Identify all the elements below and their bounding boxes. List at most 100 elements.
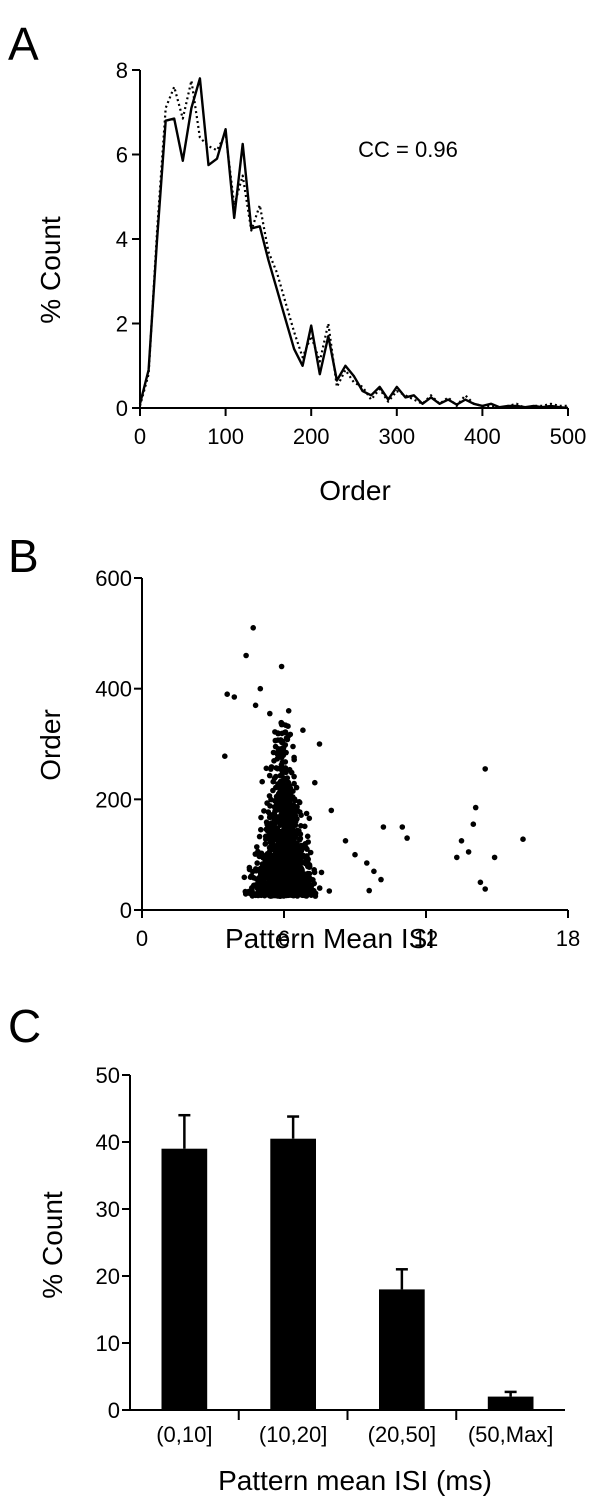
panel-b-point — [313, 893, 319, 899]
panel-b-point — [261, 879, 267, 885]
panel-a-x-tick-label: 400 — [464, 424, 501, 449]
panel-b-point — [304, 811, 310, 817]
panel-b-point — [258, 686, 264, 692]
panel-label-a: A — [8, 18, 39, 70]
panel-a-x-tick-label: 0 — [134, 424, 146, 449]
panel-b-point — [291, 755, 297, 761]
panel-b-point — [272, 776, 278, 782]
panel-c-y-tick-label: 10 — [96, 1331, 120, 1356]
panel-b-point — [273, 875, 279, 881]
panel-c-y-tick-label: 20 — [96, 1264, 120, 1289]
panel-c-bar — [162, 1149, 208, 1410]
panel-c-y-tick-label: 0 — [108, 1398, 120, 1423]
panel-b-point — [267, 773, 273, 779]
panel-b-point — [279, 731, 285, 737]
panel-b-point — [276, 834, 282, 840]
panel-b-point — [269, 820, 275, 826]
panel-a-series-line-solid — [140, 78, 568, 408]
panel-b-point — [254, 860, 260, 866]
panel-b-point — [269, 837, 275, 843]
panel-b-y-tick-label: 200 — [95, 787, 132, 812]
panel-b-point — [312, 780, 318, 786]
panel-b-point — [307, 888, 313, 894]
panel-b-point — [329, 808, 335, 814]
panel-b-point — [295, 875, 301, 881]
panel-b-point — [283, 817, 289, 823]
panel-b-point — [289, 889, 295, 895]
panel-b-point — [276, 815, 282, 821]
panel-b-point — [278, 893, 284, 899]
panel-b-point — [267, 711, 273, 717]
panel-b-point — [289, 804, 295, 810]
panel-a-y-axis-label: % Count — [35, 216, 66, 324]
panel-b-point — [258, 867, 264, 873]
panel-b-y-tick-label: 0 — [120, 898, 132, 923]
panel-b-point — [250, 625, 256, 631]
panel-b-y-tick-label: 600 — [95, 566, 132, 591]
panel-a-y-tick-label: 4 — [116, 227, 128, 252]
panel-label-c: C — [8, 1000, 41, 1052]
panel-b-point — [275, 851, 281, 857]
panel-b-point — [242, 875, 248, 881]
panel-c-category-label: (0,10] — [156, 1422, 212, 1447]
panel-b-point — [378, 877, 384, 883]
panel-a-y-tick-label: 8 — [116, 58, 128, 83]
panel-b-point — [466, 849, 472, 855]
panel-c-y-axis-label: % Count — [37, 1191, 68, 1299]
panel-b-y-tick-label: 400 — [95, 677, 132, 702]
panel-b-point — [281, 777, 287, 783]
panel-b-point — [254, 844, 260, 850]
panel-b-point — [300, 888, 306, 894]
panel-b-point — [284, 796, 290, 802]
panel-b-x-axis-label: Pattern Mean ISI — [225, 923, 435, 954]
panel-b-point — [473, 805, 479, 811]
panel-c-bar — [270, 1139, 316, 1410]
panel-b-point — [303, 872, 309, 878]
panel-b-point — [267, 865, 273, 871]
panel-b-point — [268, 888, 274, 894]
panel-b-point — [283, 759, 289, 765]
panel-b-point — [327, 888, 333, 894]
panel-b-point — [263, 841, 269, 847]
panel-c-bar — [488, 1397, 534, 1410]
panel-b-point — [268, 766, 274, 772]
panel-b-point — [478, 880, 484, 886]
panel-b-point — [276, 746, 282, 752]
panel-b-point — [284, 892, 290, 898]
panel-b-point — [343, 838, 349, 844]
panel-c-y-tick-label: 50 — [96, 1063, 120, 1088]
panel-b-point — [302, 824, 308, 830]
panel-b-point — [280, 770, 286, 776]
panel-a-chart: 024680 100 200 300 400 500Order% CountCC = 0.… — [35, 58, 586, 506]
panel-b-point — [300, 727, 306, 733]
panel-a-x-tick-label: 500 — [550, 424, 587, 449]
panel-b-point — [249, 873, 255, 879]
panel-b-point — [471, 821, 477, 827]
panel-b-point — [352, 852, 358, 858]
panel-b-point — [255, 877, 261, 883]
panel-b-point — [264, 800, 270, 806]
panel-b-point — [381, 824, 387, 830]
panel-b-point — [285, 723, 291, 729]
panel-b-point — [283, 785, 289, 791]
panel-b-point — [404, 835, 410, 841]
panel-b-point — [291, 834, 297, 840]
panel-c-chart: 0 10 20 30 40 50 (0,10] (10,20] (20,50] (50,Max] P… — [37, 1063, 565, 1496]
panel-b-point — [260, 884, 266, 890]
panel-b-point — [289, 770, 295, 776]
panel-b-point — [222, 753, 228, 759]
panel-b-point — [292, 865, 298, 871]
panel-b-point — [492, 855, 498, 861]
panel-b-point — [270, 843, 276, 849]
panel-b-point — [482, 766, 488, 772]
panel-b-point — [280, 876, 286, 882]
panel-a-x-tick-label: 200 — [293, 424, 330, 449]
panel-b-point — [259, 779, 265, 785]
panel-a-y-tick-label: 2 — [116, 312, 128, 337]
panel-b-point — [319, 870, 325, 876]
panel-b-point — [243, 891, 249, 897]
panel-b-point — [249, 888, 255, 894]
panel-b-point — [270, 788, 276, 794]
panel-b-point — [307, 816, 313, 822]
panel-b-point — [277, 844, 283, 850]
